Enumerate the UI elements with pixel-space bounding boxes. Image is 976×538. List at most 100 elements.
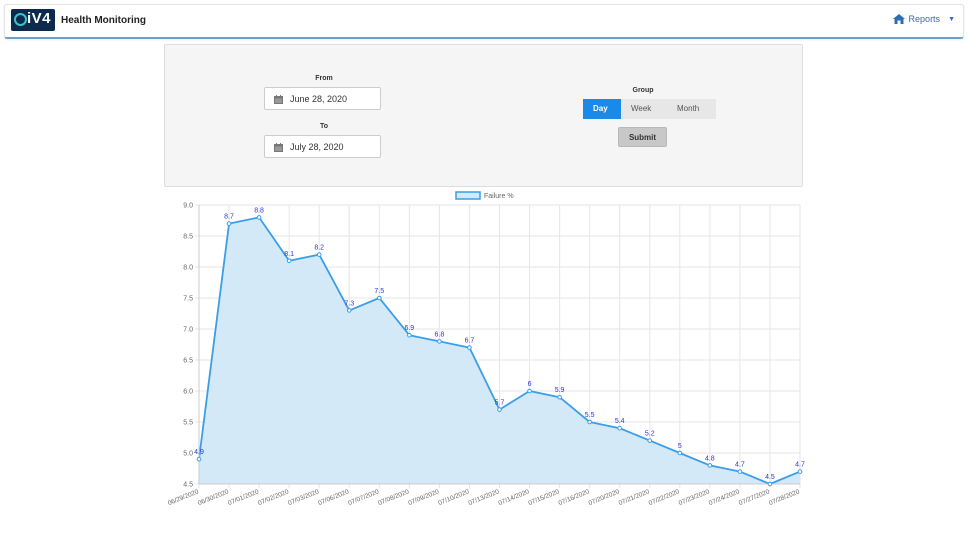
group-month-button[interactable]: Month (667, 99, 716, 119)
y-tick-label: 8.5 (183, 234, 193, 241)
data-point (226, 221, 232, 226)
data-point (647, 438, 653, 443)
x-tick-label: 07/16/2020 (558, 488, 591, 507)
data-point (497, 407, 502, 412)
data-label: 5.4 (615, 418, 625, 425)
data-label: 6.8 (435, 331, 445, 338)
x-tick-label: 06/29/2020 (167, 488, 200, 507)
calendar-icon (274, 143, 283, 154)
group-week-button[interactable]: Week (621, 99, 667, 119)
data-label: 6 (528, 381, 532, 388)
data-label: 4.7 (795, 462, 805, 469)
x-tick-label: 07/24/2020 (708, 488, 741, 507)
to-label: To (319, 123, 329, 130)
data-point (557, 394, 562, 400)
logo-text: iV4 (27, 10, 52, 27)
from-date-value: June 28, 2020 (290, 94, 348, 104)
x-tick-label: 07/15/2020 (528, 488, 561, 507)
x-tick-label: 07/20/2020 (588, 488, 621, 507)
logo-ring-icon (14, 13, 27, 26)
x-tick-label: 06/30/2020 (197, 488, 230, 507)
to-date-input[interactable]: July 28, 2020 (264, 135, 381, 158)
app-title: Health Monitoring (61, 15, 146, 26)
y-tick-label: 7.0 (183, 327, 193, 334)
y-tick-label: 5.5 (183, 420, 193, 427)
data-point (677, 450, 683, 456)
from-date-input[interactable]: June 28, 2020 (264, 87, 381, 110)
data-label: 5.9 (555, 387, 565, 394)
top-navbar: iV4 Health Monitoring Reports ▼ (4, 4, 964, 39)
data-label: 4.8 (705, 455, 715, 462)
data-point (286, 258, 292, 264)
calendar-icon (274, 95, 283, 106)
data-label: 7.3 (344, 300, 354, 307)
chevron-down-icon: ▼ (948, 15, 955, 23)
x-tick-label: 07/23/2020 (678, 488, 711, 507)
data-label: 5 (678, 443, 682, 450)
data-point (437, 339, 442, 344)
data-point (316, 252, 322, 257)
x-tick-label: 07/13/2020 (467, 488, 500, 507)
x-tick-label: 07/22/2020 (648, 488, 681, 507)
y-tick-label: 9.0 (183, 203, 193, 210)
data-label: 8.7 (224, 214, 234, 221)
series-area (199, 217, 800, 484)
data-label: 5.5 (585, 412, 595, 419)
x-tick-label: 07/28/2020 (768, 488, 801, 507)
data-label: 6.9 (404, 325, 414, 332)
reports-label: Reports (908, 14, 941, 24)
data-label: 8.2 (314, 245, 324, 252)
y-tick-label: 8.0 (183, 265, 193, 272)
y-tick-label: 4.5 (183, 482, 193, 489)
data-point (707, 463, 713, 468)
x-tick-label: 07/21/2020 (618, 488, 651, 507)
data-point (767, 481, 773, 487)
group-label: Group (632, 87, 654, 94)
data-point (256, 215, 262, 220)
x-tick-label: 07/09/2020 (407, 488, 440, 507)
data-point (196, 456, 202, 462)
y-tick-label: 5.0 (183, 451, 193, 458)
x-tick-label: 07/14/2020 (498, 488, 531, 507)
x-tick-label: 07/03/2020 (287, 488, 320, 507)
data-point (407, 332, 412, 338)
data-point (346, 308, 352, 313)
data-point (797, 469, 803, 474)
data-point (527, 388, 532, 394)
data-label: 7.5 (374, 288, 384, 295)
x-tick-label: 07/06/2020 (317, 488, 350, 507)
group-toggle: Day Week Month (583, 99, 716, 119)
to-date-value: July 28, 2020 (290, 142, 344, 152)
x-tick-label: 07/07/2020 (347, 488, 380, 507)
data-point (587, 419, 592, 425)
x-tick-label: 07/27/2020 (738, 488, 771, 507)
data-point (737, 469, 743, 474)
data-label: 4.7 (735, 462, 745, 469)
y-tick-label: 6.5 (183, 358, 193, 365)
x-tick-label: 07/01/2020 (227, 488, 260, 507)
data-label: 8.1 (284, 251, 294, 258)
from-label: From (315, 75, 333, 82)
home-icon (892, 14, 905, 24)
y-tick-label: 7.5 (183, 296, 193, 303)
x-tick-label: 07/02/2020 (257, 488, 290, 507)
data-label: 4.5 (765, 474, 775, 481)
group-day-button[interactable]: Day (583, 99, 621, 119)
data-label: 5.2 (645, 431, 655, 438)
data-label: 6.7 (465, 338, 475, 345)
x-tick-label: 07/10/2020 (437, 488, 470, 507)
data-point (377, 295, 382, 301)
y-tick-label: 6.0 (183, 389, 193, 396)
submit-button[interactable]: Submit (618, 127, 667, 147)
data-point (617, 425, 623, 431)
data-label: 5.7 (495, 400, 505, 407)
data-label: 8.8 (254, 207, 264, 214)
brand-logo[interactable]: iV4 (11, 9, 55, 31)
x-tick-label: 07/08/2020 (377, 488, 410, 507)
data-label: 4.9 (194, 449, 204, 456)
reports-menu[interactable]: Reports ▼ (892, 14, 955, 24)
legend-swatch (455, 191, 481, 200)
legend-label: Failure % (484, 193, 514, 200)
data-point (467, 345, 472, 350)
